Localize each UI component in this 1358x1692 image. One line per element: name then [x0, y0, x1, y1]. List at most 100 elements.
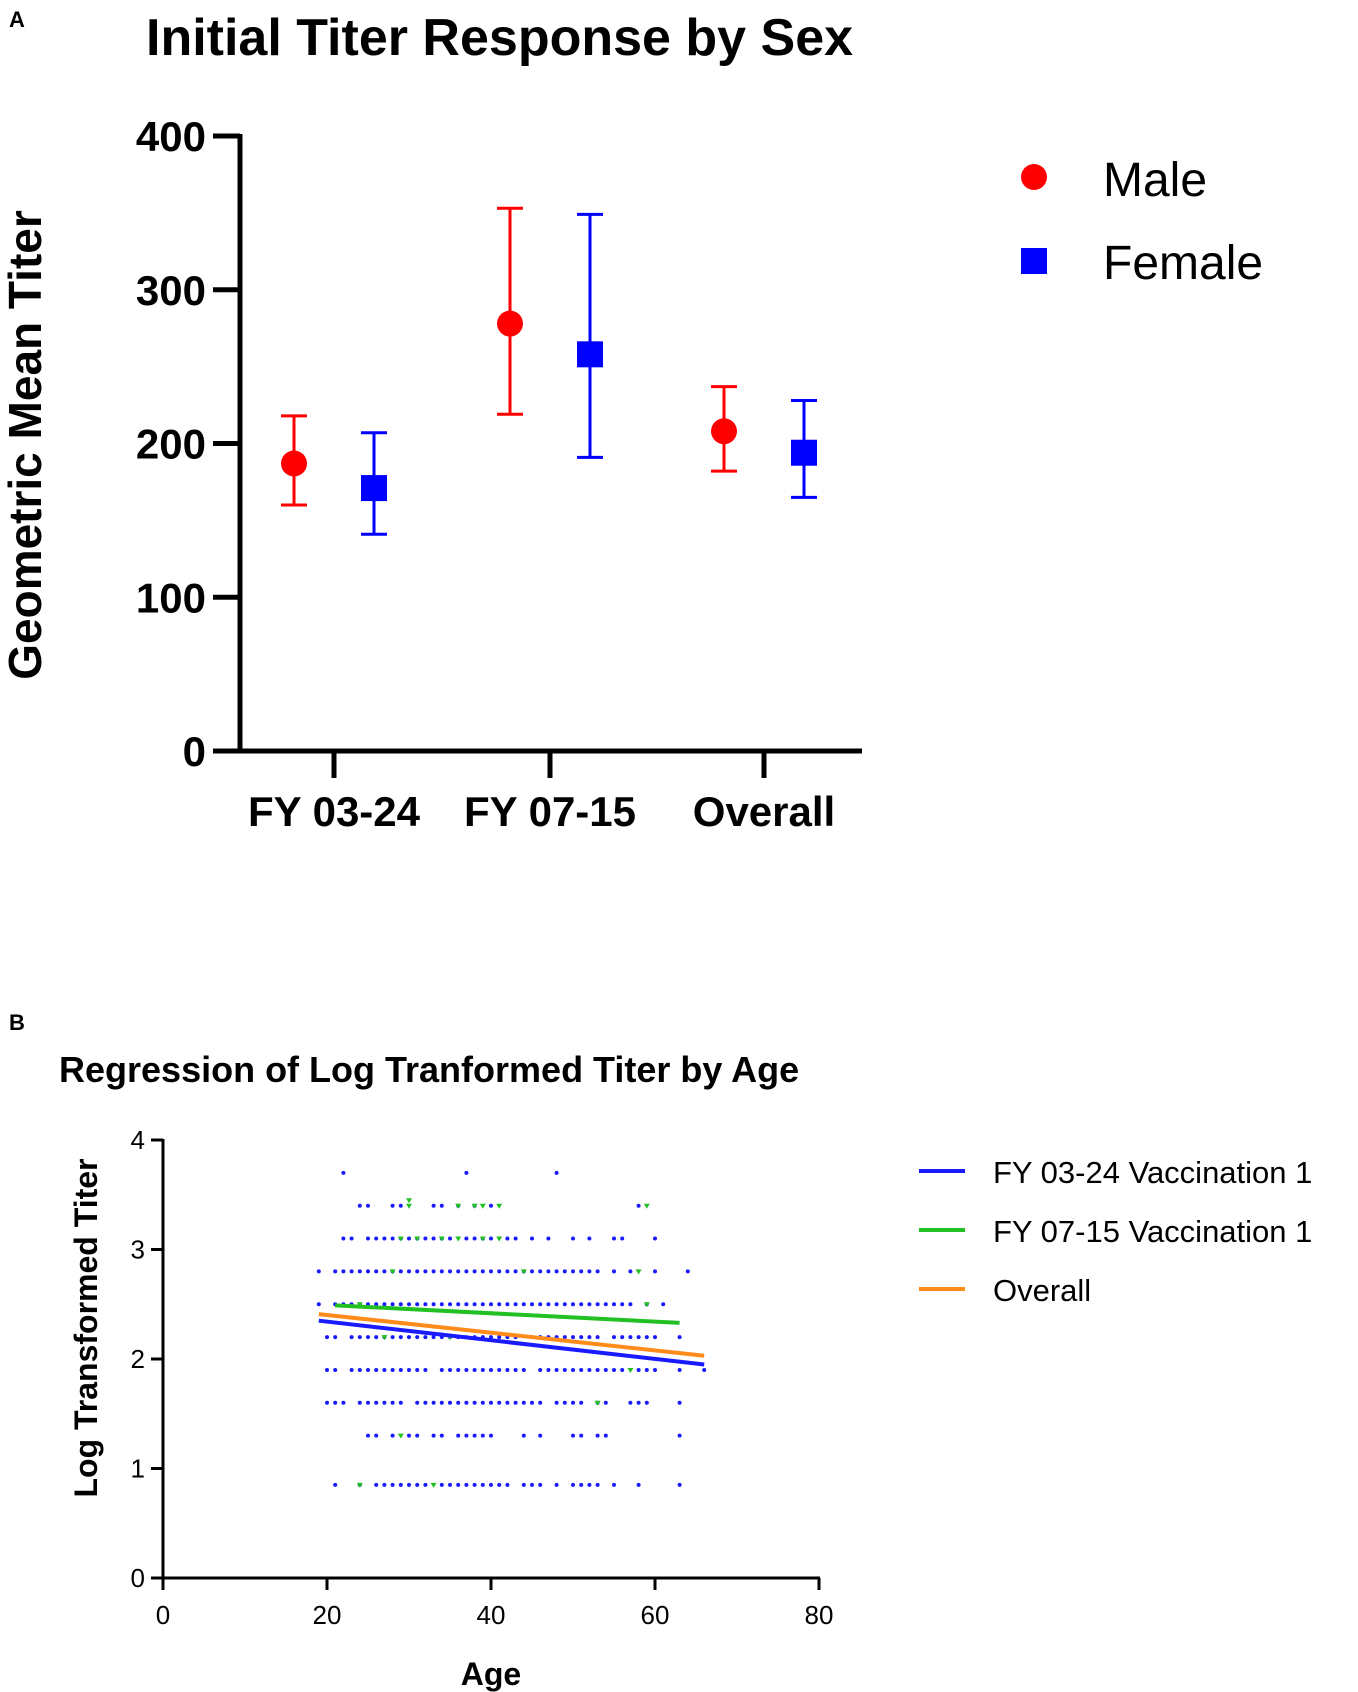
fy0324-point — [521, 1433, 526, 1438]
fy0324-point — [530, 1269, 534, 1274]
fy0324-point — [366, 1400, 370, 1405]
fy0324-point — [325, 1400, 329, 1405]
fy0324-point — [382, 1367, 387, 1372]
fy0324-point — [390, 1482, 395, 1487]
fy0324-point — [382, 1269, 387, 1274]
y-tick-label: 400 — [136, 113, 206, 160]
fy0324-point — [603, 1302, 608, 1307]
fy0324-point — [464, 1236, 469, 1241]
fy0324-point — [390, 1433, 395, 1438]
fy0324-point — [390, 1367, 395, 1372]
fy0324-point — [595, 1269, 600, 1274]
fy0324-point — [489, 1203, 493, 1208]
chart-b-xlabel: Age — [461, 1656, 521, 1692]
fy0324-point — [456, 1482, 461, 1487]
fy0324-point — [513, 1400, 518, 1405]
male-point — [281, 450, 307, 477]
fy0324-point — [357, 1400, 362, 1405]
fy0324-point — [398, 1302, 403, 1307]
fy0324-point — [398, 1335, 403, 1340]
fy0324-point — [562, 1335, 567, 1340]
fy0715-point — [643, 1203, 650, 1209]
legend-male-label: Male — [1103, 154, 1207, 207]
fy0324-point — [423, 1367, 428, 1372]
fy0715-point — [594, 1400, 601, 1406]
fy0715-point — [520, 1269, 527, 1275]
fy0324-point — [538, 1400, 543, 1405]
fy0324-point — [448, 1367, 452, 1372]
fy0324-point — [628, 1400, 633, 1405]
fy0324-point — [390, 1203, 395, 1208]
fy0324-point — [579, 1302, 584, 1307]
fy0324-point — [316, 1302, 321, 1307]
fy0324-point — [636, 1203, 641, 1208]
fy0324-point — [628, 1335, 633, 1340]
fy0324-point — [480, 1269, 485, 1274]
fy0324-point — [530, 1400, 534, 1405]
fy0324-point — [439, 1367, 444, 1372]
fy0324-point — [341, 1400, 346, 1405]
fy0324-point — [366, 1236, 370, 1241]
fy0324-point — [579, 1400, 584, 1405]
fy0324-point — [571, 1400, 575, 1405]
fy0324-point — [464, 1367, 469, 1372]
fy0324-point — [636, 1400, 641, 1405]
fy0324-point — [415, 1269, 420, 1274]
fy0324-point — [431, 1302, 436, 1307]
fy0324-point — [390, 1400, 395, 1405]
fy0715-point — [397, 1236, 404, 1242]
fy0324-point — [497, 1269, 502, 1274]
male-point — [497, 310, 523, 337]
fy0324-point — [439, 1302, 444, 1307]
fy0324-point — [571, 1367, 575, 1372]
fy0324-point — [439, 1269, 444, 1274]
fy0324-point — [497, 1367, 502, 1372]
fy0715-point — [389, 1269, 396, 1275]
fy0324-point — [579, 1269, 584, 1274]
fy0324-point — [521, 1302, 526, 1307]
fy0324-point — [374, 1236, 379, 1241]
fy0324-point — [620, 1335, 625, 1340]
fy0324-point — [521, 1367, 526, 1372]
y-tick-label: 300 — [136, 267, 206, 314]
fy0324-point — [644, 1400, 649, 1405]
fy0715-point — [479, 1236, 486, 1242]
fy0324-point — [579, 1335, 584, 1340]
fy0324-point — [415, 1367, 420, 1372]
fy0324-point — [374, 1269, 379, 1274]
fy0324-point — [562, 1400, 567, 1405]
fy0715-point — [471, 1203, 478, 1209]
fy0324-regression-line — [318, 1318, 705, 1367]
fy0324-point — [415, 1433, 420, 1438]
fy0324-point — [431, 1203, 436, 1208]
fy0715-point — [455, 1236, 462, 1242]
fy0324-point — [636, 1335, 641, 1340]
fy0324-point — [546, 1269, 551, 1274]
fy0324-point — [538, 1482, 543, 1487]
fy0324-point — [579, 1482, 584, 1487]
fy0715-point — [643, 1302, 650, 1308]
fy0324-point — [554, 1400, 559, 1405]
legend-female-label: Female — [1103, 237, 1263, 290]
fy0324-point — [464, 1433, 469, 1438]
fy0324-point — [472, 1433, 477, 1438]
fy0324-point — [415, 1400, 420, 1405]
fy0324-point — [407, 1302, 411, 1307]
y-tick-label: 3 — [131, 1235, 145, 1265]
fy0324-point — [595, 1302, 600, 1307]
chart-b-title: Regression of Log Tranformed Titer by Ag… — [59, 1049, 799, 1090]
fy0324-point — [489, 1236, 493, 1241]
y-tick-label: 1 — [131, 1454, 145, 1484]
fy0324-point — [636, 1482, 641, 1487]
fy0324-point — [464, 1269, 469, 1274]
fy0324-point — [677, 1367, 682, 1372]
y-tick-label: 2 — [131, 1344, 145, 1374]
fy0324-point — [472, 1482, 477, 1487]
fy0324-point — [513, 1367, 518, 1372]
female-point — [791, 439, 817, 466]
fy0324-point — [398, 1482, 403, 1487]
fy0324-point — [423, 1400, 428, 1405]
fy0324-point — [349, 1367, 354, 1372]
fy0324-point — [333, 1269, 338, 1274]
